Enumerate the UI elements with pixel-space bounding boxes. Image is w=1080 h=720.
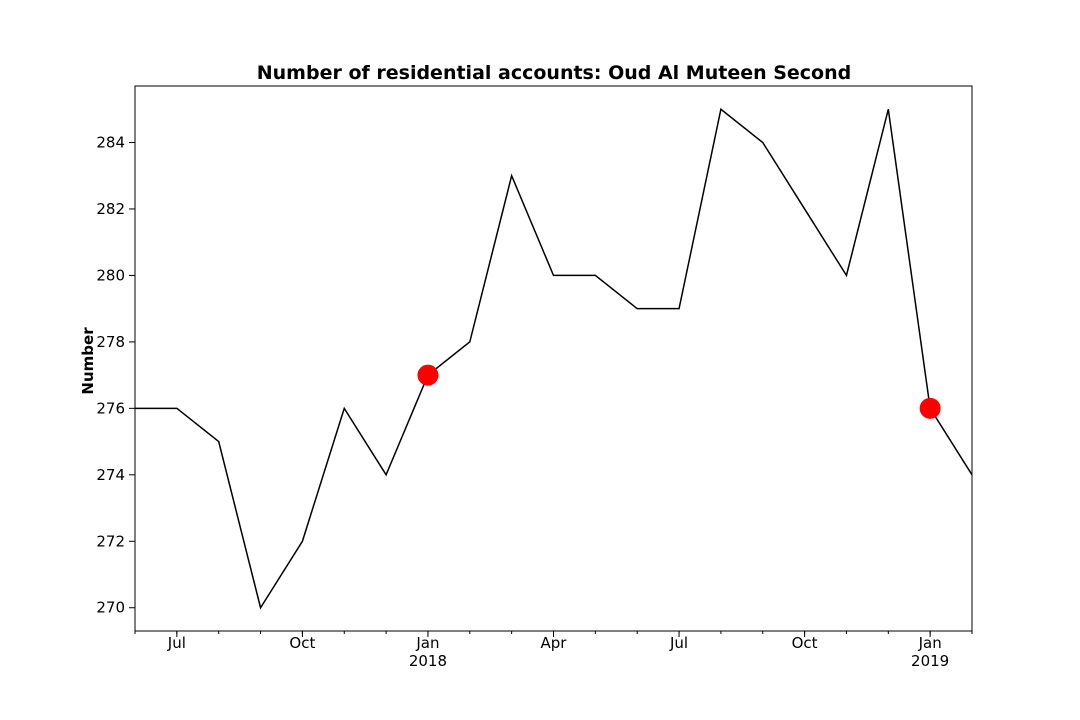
y-tick-label: 280 <box>96 266 125 284</box>
y-tick-label: 276 <box>96 399 125 417</box>
x-tick-label: Jul <box>669 634 688 652</box>
x-tick-label: Jan <box>415 634 439 652</box>
y-tick-label: 274 <box>96 466 125 484</box>
x-tick-label: Apr <box>541 634 568 652</box>
highlight-point <box>919 397 941 419</box>
y-tick-label: 278 <box>96 333 125 351</box>
plot-area-frame <box>134 85 973 632</box>
y-tick-label: 272 <box>96 532 125 550</box>
x-tick-label: Jan <box>918 634 942 652</box>
y-tick-label: 282 <box>96 200 125 218</box>
x-tick-year-label: 2019 <box>911 652 949 670</box>
chart-title: Number of residential accounts: Oud Al M… <box>257 62 852 84</box>
x-tick-year-label: 2018 <box>409 652 447 670</box>
series-group <box>135 107 973 610</box>
highlight-markers <box>417 364 941 419</box>
y-axis-label: Number <box>79 327 97 395</box>
x-tick-label: Oct <box>289 634 315 652</box>
x-tick-label: Oct <box>792 634 818 652</box>
highlight-point <box>417 364 439 386</box>
y-axis-ticks: 270 272 274 276 278 280 282 284 <box>96 133 135 617</box>
y-tick-label: 270 <box>96 599 125 617</box>
y-tick-label: 284 <box>96 133 125 151</box>
series-line <box>135 107 973 610</box>
x-tick-label: Jul <box>167 634 186 652</box>
